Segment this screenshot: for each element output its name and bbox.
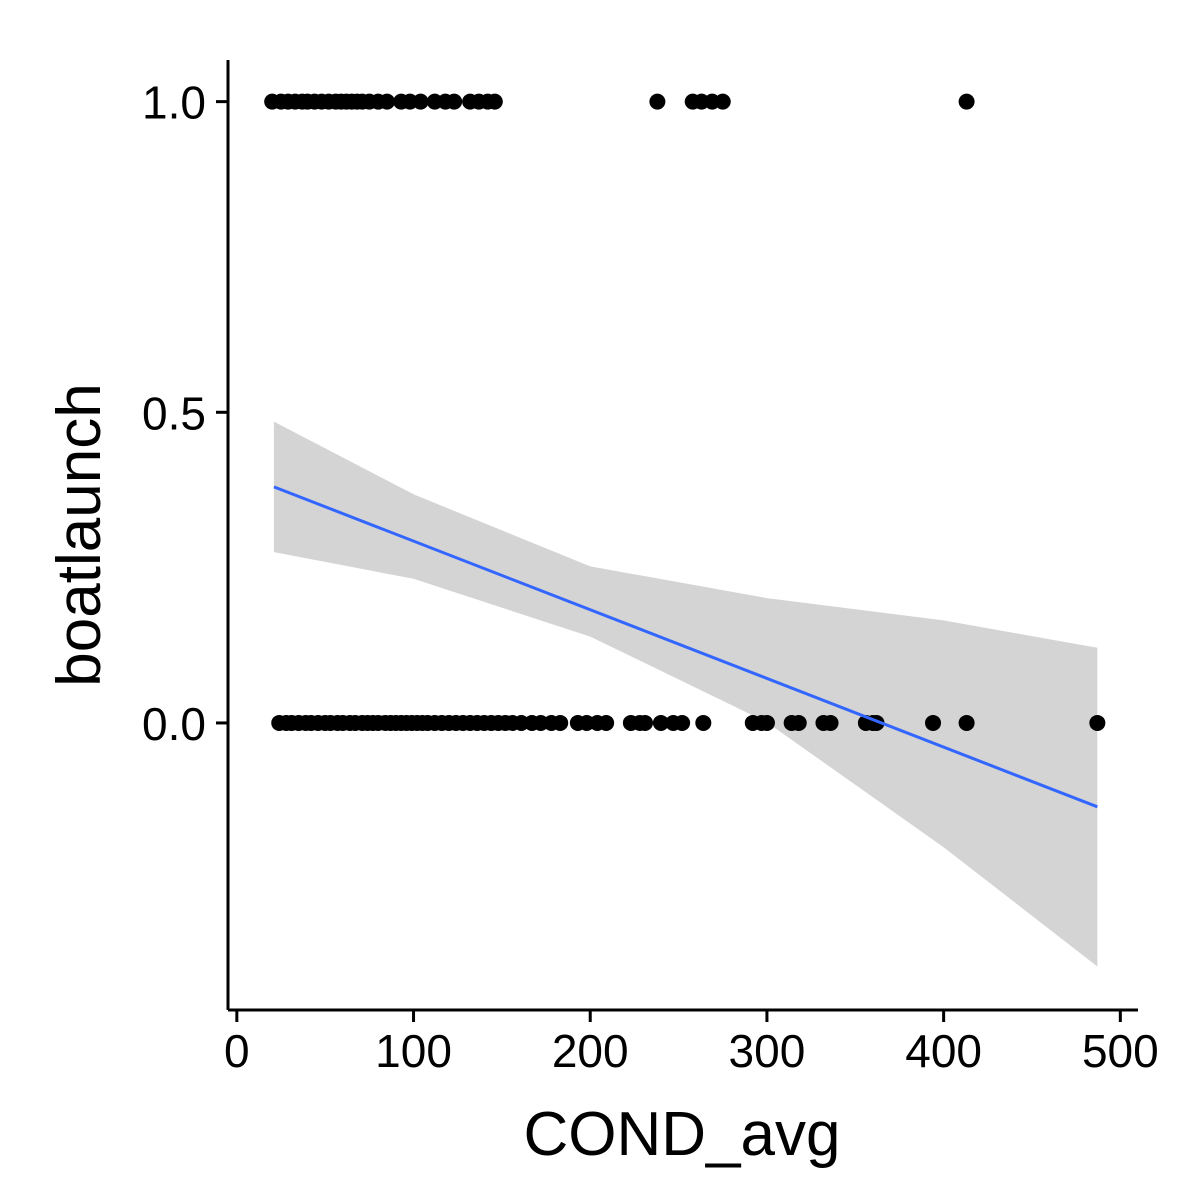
data-point (412, 93, 429, 110)
x-tick-label: 400 (905, 1025, 982, 1077)
confidence-band (273, 421, 1098, 967)
fit-line-layer (273, 485, 1098, 809)
data-point (637, 714, 654, 731)
x-tick-label: 100 (375, 1025, 452, 1077)
data-point (714, 93, 731, 110)
data-point (674, 714, 691, 731)
x-axis-title: COND_avg (524, 1100, 841, 1169)
points-layer (264, 93, 1106, 731)
data-point (958, 93, 975, 110)
axes-layer: 0 100 200 300 400 500 0.0 0.5 1.0 (142, 60, 1159, 1077)
confidence-band-layer (273, 421, 1098, 967)
data-point (758, 714, 775, 731)
fit-line (273, 485, 1098, 809)
y-tick-label: 1.0 (142, 77, 206, 129)
data-point (486, 93, 503, 110)
data-point (925, 714, 942, 731)
x-tick-label: 300 (729, 1025, 806, 1077)
y-axis-title: boatlaunch (45, 383, 114, 686)
data-point (958, 714, 975, 731)
data-point (552, 714, 569, 731)
x-tick-label: 500 (1082, 1025, 1159, 1077)
x-tick-label: 200 (552, 1025, 629, 1077)
x-tick-label: 0 (224, 1025, 250, 1077)
y-tick-label: 0.5 (142, 387, 206, 439)
data-point (790, 714, 807, 731)
data-point (652, 714, 669, 731)
data-point (598, 714, 615, 731)
data-point (822, 714, 839, 731)
y-tick-label: 0.0 (142, 698, 206, 750)
data-point (649, 93, 666, 110)
data-point (379, 93, 396, 110)
data-point (1089, 714, 1106, 731)
data-point (446, 93, 463, 110)
data-point (695, 714, 712, 731)
